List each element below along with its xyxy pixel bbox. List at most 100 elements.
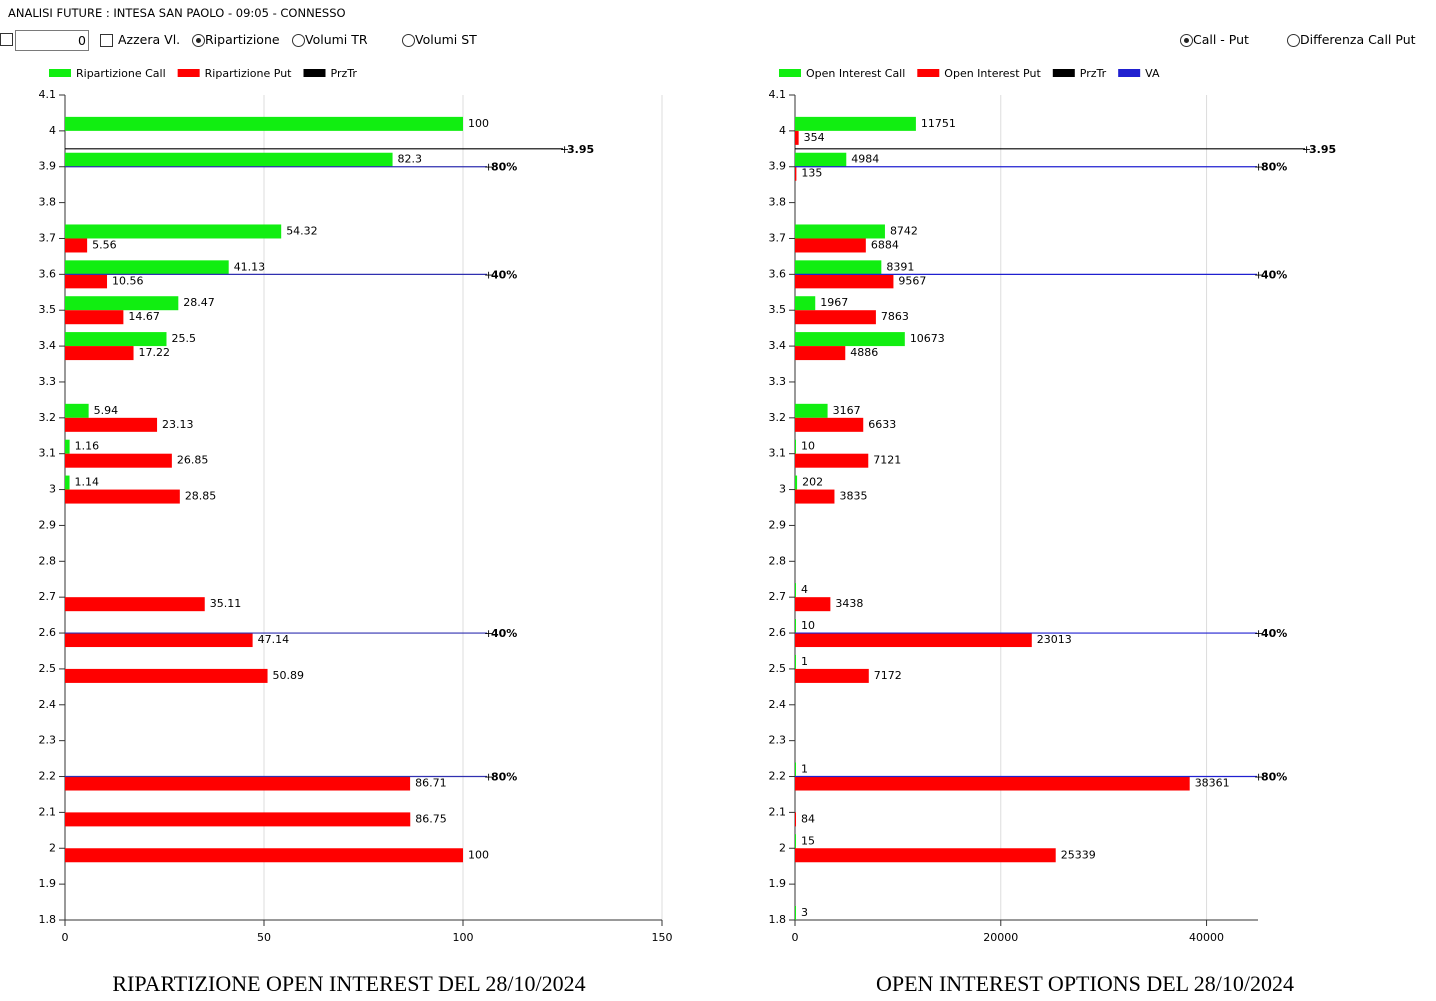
reference-marker: +: [484, 627, 493, 640]
bar: [65, 224, 282, 239]
bar-label: 25.5: [171, 332, 196, 345]
bar-label: 35.11: [210, 597, 242, 610]
bar: [65, 439, 70, 454]
legend-swatch: [1052, 69, 1075, 77]
bar-label: 7121: [873, 454, 901, 467]
y-tick-label: 3.5: [769, 303, 787, 316]
y-tick-label: 2.1: [39, 805, 57, 818]
legend-swatch: [1118, 69, 1141, 77]
radio-label[interactable]: Ripartizione: [205, 32, 280, 47]
bar: [795, 296, 816, 311]
bar-label: 7172: [874, 669, 902, 682]
bar: [65, 475, 70, 490]
legend-label: VA: [1145, 67, 1160, 80]
x-tick-label: 0: [792, 931, 799, 944]
radio-label[interactable]: Differenza Call Put: [1300, 32, 1416, 47]
bar: [65, 453, 172, 468]
bar: [795, 238, 866, 253]
bar-label: 4984: [851, 153, 879, 166]
y-tick-label: 1.8: [39, 913, 57, 926]
bar-label: 17.22: [139, 346, 171, 359]
y-tick-label: 3: [779, 483, 786, 496]
checkbox-label[interactable]: Azzera Vl.: [118, 32, 181, 47]
bar: [795, 834, 796, 849]
bar-label: 1967: [820, 296, 848, 309]
y-tick-label: 4.1: [769, 88, 787, 101]
window-title: ANALISI FUTURE : INTESA SAN PAOLO - 09:0…: [8, 6, 346, 20]
bar-label: 8391: [886, 260, 914, 273]
bar: [65, 346, 134, 361]
y-tick-label: 1.8: [769, 913, 787, 926]
radio[interactable]: [192, 34, 205, 47]
reference-marker: +: [484, 268, 493, 281]
y-tick-label: 3.1: [769, 447, 787, 460]
bar-label: 100: [468, 848, 489, 861]
legend-label: Open Interest Put: [944, 67, 1041, 80]
bar-label: 10: [801, 619, 815, 632]
x-tick-label: 40000: [1189, 931, 1224, 944]
y-tick-label: 2.9: [769, 518, 787, 531]
bar: [795, 633, 1032, 648]
y-tick-label: 4: [49, 124, 56, 137]
checkbox[interactable]: [100, 34, 113, 47]
chart-title: OPEN INTEREST OPTIONS DEL 28/10/2024: [876, 971, 1294, 996]
bar: [795, 906, 796, 920]
y-tick-label: 3.8: [39, 196, 57, 209]
bar: [65, 417, 158, 432]
bar: [795, 116, 916, 131]
bar-label: 6884: [871, 238, 899, 251]
y-tick-label: 3.7: [39, 231, 57, 244]
reference-label: 40%: [1261, 627, 1287, 640]
bar-label: 1.14: [75, 476, 100, 489]
bar-label: 1: [801, 655, 808, 668]
number-input[interactable]: 0: [15, 30, 89, 51]
bar-label: 6633: [868, 418, 896, 431]
bar: [795, 776, 1190, 791]
bar: [795, 475, 798, 490]
radio[interactable]: [402, 34, 415, 47]
bar-label: 11751: [921, 117, 956, 130]
y-tick-label: 2.4: [769, 698, 787, 711]
y-tick-label: 3: [49, 483, 56, 496]
y-tick-label: 3.2: [769, 411, 787, 424]
checkbox[interactable]: [0, 33, 13, 46]
radio[interactable]: [1180, 34, 1193, 47]
reference-label: 3.95: [567, 143, 594, 156]
y-tick-label: 1.9: [769, 877, 787, 890]
y-tick-label: 2.3: [769, 734, 787, 747]
bar: [65, 633, 253, 648]
bar-label: 10.56: [112, 274, 144, 287]
y-tick-label: 2.9: [39, 518, 57, 531]
bar-label: 1: [801, 763, 808, 776]
bar-label: 5.56: [92, 238, 117, 251]
radio-label[interactable]: Volumi TR: [305, 32, 368, 47]
bar: [65, 332, 167, 347]
bar-label: 4: [801, 583, 808, 596]
y-tick-label: 3.6: [769, 267, 787, 280]
reference-label: 80%: [491, 771, 517, 784]
y-tick-label: 3.9: [769, 160, 787, 173]
bar: [795, 597, 831, 612]
radio-label[interactable]: Call - Put: [1193, 32, 1249, 47]
legend-label: Ripartizione Put: [205, 67, 293, 80]
y-tick-label: 3.3: [769, 375, 787, 388]
y-tick-label: 3.4: [769, 339, 787, 352]
radio-label[interactable]: Volumi ST: [415, 32, 477, 47]
reference-label: 3.95: [1309, 143, 1336, 156]
bar: [65, 776, 411, 791]
radio[interactable]: [292, 34, 305, 47]
bar: [65, 668, 268, 683]
bar-label: 28.47: [183, 296, 215, 309]
y-tick-label: 3.9: [39, 160, 57, 173]
x-tick-label: 50: [257, 931, 271, 944]
bar-label: 54.32: [286, 224, 318, 237]
bar-label: 41.13: [234, 260, 265, 273]
y-tick-label: 2: [779, 841, 786, 854]
radio[interactable]: [1287, 34, 1300, 47]
bar-label: 100: [468, 117, 489, 130]
bar: [795, 332, 905, 347]
bar: [795, 619, 796, 634]
bar-label: 9567: [898, 274, 926, 287]
legend-swatch: [303, 69, 326, 77]
bar-label: 10: [801, 440, 815, 453]
